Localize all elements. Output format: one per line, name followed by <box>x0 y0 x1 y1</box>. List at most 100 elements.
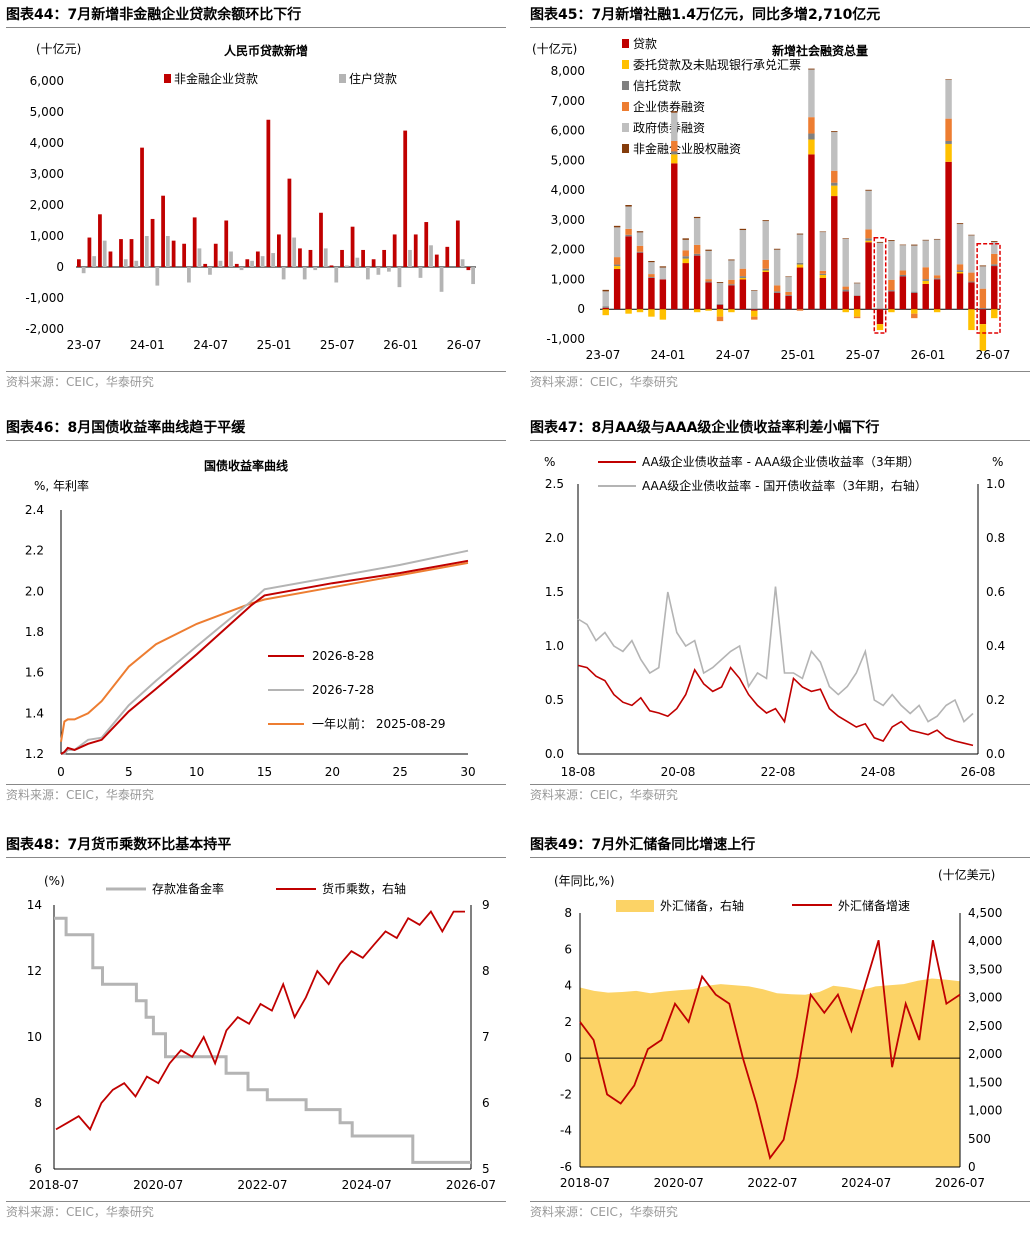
highlight-box <box>873 237 887 334</box>
bar-segment <box>991 253 998 265</box>
bar-segment <box>796 234 804 263</box>
y-tick-label-right: 500 <box>968 1132 991 1146</box>
bar <box>344 265 349 267</box>
bar-segment <box>945 79 952 119</box>
bar-segment <box>865 242 872 310</box>
bar-segment <box>682 238 689 240</box>
bar-segment <box>968 309 975 331</box>
chart-title: 人民币贷款新增 <box>224 43 308 58</box>
y-tick-label-right: 2,500 <box>968 1019 1002 1033</box>
bar <box>445 246 450 267</box>
bar-segment <box>899 270 907 275</box>
bar-segment <box>853 283 861 296</box>
chart-title: 新增社会融资总量 <box>772 43 868 58</box>
bar-segment <box>693 255 701 310</box>
y-tick-label: 0 <box>56 260 64 274</box>
bar-segment <box>911 313 918 319</box>
yield-curve-chart: 国债收益率曲线 %, 年利率 1.2 1.4 1.6 1.8 2.0 2.2 2.4 0 5 10 15… <box>25 458 476 779</box>
bar <box>350 226 355 267</box>
bar <box>224 220 229 267</box>
bar-segment <box>933 275 941 279</box>
legend-label: 贷款 <box>633 37 657 51</box>
bar-segment <box>671 163 678 310</box>
y-tick-label-left: 1.0 <box>545 639 564 653</box>
bar-segment <box>602 291 609 307</box>
y-tick-label: 2.2 <box>25 544 44 558</box>
y-tick-label: 1.4 <box>25 706 44 720</box>
series-line <box>60 561 469 742</box>
x-tick-label: 30 <box>460 765 475 779</box>
bar-segment <box>625 236 632 310</box>
bar-segment <box>842 238 849 287</box>
figure-46: 图表46：8月国债收益率曲线趋于平缓 国债收益率曲线 %, 年利率 1.2 1.4 1.… <box>6 418 506 818</box>
bar-segment <box>968 235 975 273</box>
figure-45: 图表45：7月新增社融1.4万亿元，同比多增2,710亿元 (十亿元) 新增社会融… <box>530 5 1030 405</box>
bar-segment <box>796 264 804 268</box>
x-tick-label: 2018-07 <box>29 1178 79 1192</box>
bar <box>371 259 376 267</box>
bar-segment <box>693 253 701 256</box>
bar <box>392 234 397 267</box>
bar-segment <box>888 279 895 291</box>
bar-segment <box>693 216 701 219</box>
bar-segment <box>648 309 655 317</box>
x-tick-label: 24-01 <box>130 338 165 352</box>
bar-segment <box>659 309 667 320</box>
bar-segment <box>671 151 678 155</box>
bar-segment <box>796 233 804 235</box>
bar-segment <box>716 303 724 305</box>
bar-segment <box>979 266 987 289</box>
bar-segment <box>991 266 998 310</box>
bar-segment <box>751 316 758 320</box>
bar-segment <box>796 267 804 310</box>
source-note: 资料来源：CEIC，华泰研究 <box>530 784 1030 805</box>
figure-title: 图表45：7月新增社融1.4万亿元，同比多增2,710亿元 <box>530 5 1030 28</box>
y-tick-label-left: 2.0 <box>545 531 564 545</box>
legend-label: 2026-7-28 <box>312 683 374 697</box>
bar <box>397 267 402 288</box>
y-tick-label-right: 4,500 <box>968 906 1002 920</box>
bar-segment <box>899 276 907 310</box>
bar-segment <box>636 251 644 253</box>
bar-segment <box>625 205 632 207</box>
bar-segment <box>739 277 747 280</box>
bar-segment <box>831 185 838 197</box>
x-tick-label: 23-07 <box>67 338 102 352</box>
bar-segment <box>831 132 838 171</box>
x-tick-label: 15 <box>257 765 272 779</box>
bar <box>382 249 387 267</box>
bar-segment <box>991 241 998 242</box>
bar-segment <box>636 232 644 246</box>
y-tick-label: -1,000 <box>25 291 64 305</box>
bar-segment <box>922 267 929 280</box>
y-tick-label-right: 9 <box>482 898 490 912</box>
y-tick-label-right: 6 <box>482 1096 490 1110</box>
bar <box>150 218 155 267</box>
y-tick-label-right: 3,000 <box>968 991 1002 1005</box>
bar <box>429 245 433 267</box>
x-tick-label: 20 <box>325 765 340 779</box>
bar-segment <box>819 270 827 274</box>
bar-segment <box>922 280 929 284</box>
bar-segment <box>682 256 689 259</box>
bar <box>165 236 170 267</box>
y-tick-label: 7,000 <box>551 94 585 108</box>
legend-swatch <box>622 144 629 153</box>
bar-segment <box>613 227 621 258</box>
bar-segment <box>739 268 747 277</box>
bar-segment <box>625 234 632 237</box>
bar <box>182 243 187 267</box>
bar-segment <box>728 259 735 261</box>
bar <box>408 249 412 267</box>
bar-segment <box>682 239 689 251</box>
unit-label: (十亿元) <box>36 41 81 56</box>
bar-segment <box>865 238 872 241</box>
y-tick-label: 6,000 <box>30 74 64 88</box>
bar-segment <box>876 324 884 331</box>
legend-swatch <box>616 900 654 912</box>
bar-segment <box>819 274 827 278</box>
source-note: 资料来源：CEIC，华泰研究 <box>6 784 506 805</box>
bar <box>302 267 307 280</box>
source-note: 资料来源：CEIC，华泰研究 <box>6 1201 506 1222</box>
x-tick-label: 26-07 <box>976 348 1011 362</box>
